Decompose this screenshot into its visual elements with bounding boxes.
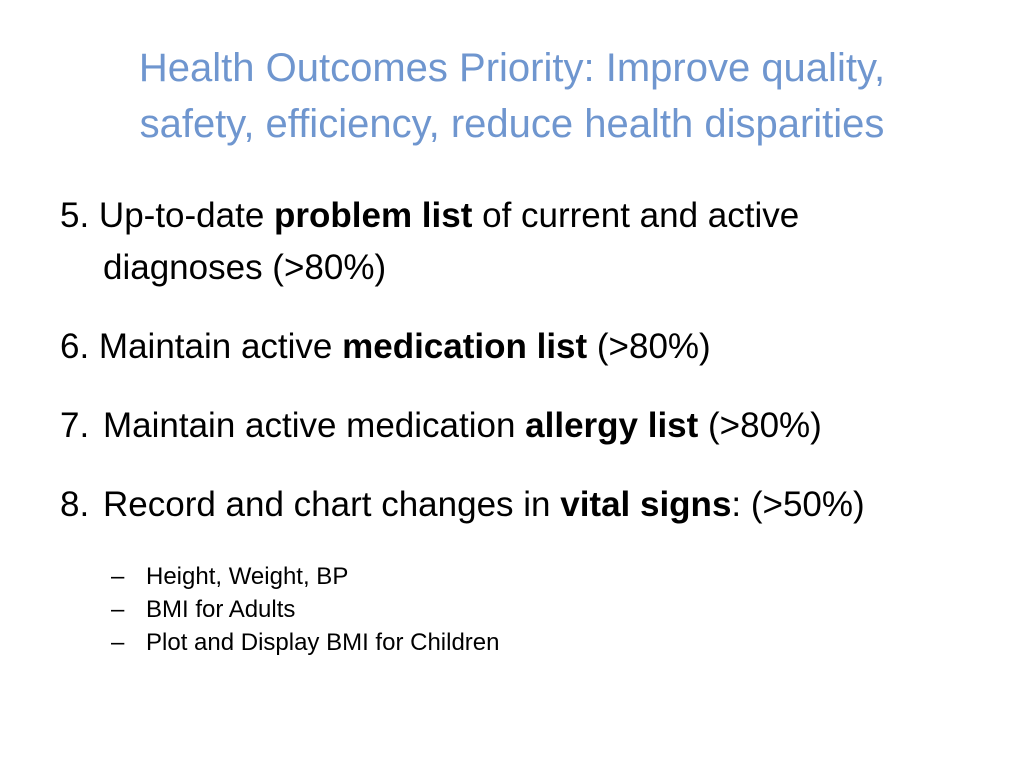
item-7-text-post: (>80%) bbox=[698, 406, 822, 445]
slide-title: Health Outcomes Priority: Improve qualit… bbox=[40, 40, 984, 152]
sub-item-height-weight-bp: – Height, Weight, BP bbox=[111, 560, 499, 593]
item-5-text-bold: problem list bbox=[274, 196, 473, 235]
vital-signs-sublist: – Height, Weight, BP – BMI for Adults – … bbox=[111, 560, 499, 659]
dash-bullet: – bbox=[111, 563, 125, 590]
list-item-6: 6. Maintain active medication list (>80%… bbox=[60, 321, 990, 373]
item-8-number: 8. bbox=[60, 485, 90, 524]
item-5-continuation: diagnoses (>80%) bbox=[103, 248, 387, 287]
item-7-text-bold: allergy list bbox=[525, 406, 699, 445]
title-line-1: Health Outcomes Priority: Improve qualit… bbox=[138, 46, 886, 90]
sub-item-text: Plot and Display BMI for Children bbox=[146, 629, 500, 656]
sub-item-text: BMI for Adults bbox=[146, 596, 296, 623]
title-line-2: safety, efficiency, reduce health dispar… bbox=[139, 102, 885, 146]
dash-bullet: – bbox=[111, 596, 125, 623]
sub-item-text: Height, Weight, BP bbox=[146, 563, 349, 590]
item-8-text-bold: vital signs bbox=[560, 485, 732, 524]
sub-item-bmi-adults: – BMI for Adults bbox=[111, 593, 499, 626]
item-6-number: 6. bbox=[60, 327, 90, 366]
sub-item-bmi-children: – Plot and Display BMI for Children bbox=[111, 626, 499, 659]
item-7-number: 7. bbox=[60, 406, 90, 445]
dash-bullet: – bbox=[111, 629, 125, 656]
item-7-line-1: Maintain active medication allergy list … bbox=[103, 400, 990, 452]
item-6-text-bold: medication list bbox=[342, 327, 588, 366]
item-6-line-1: 6. Maintain active medication list (>80%… bbox=[60, 321, 990, 373]
item-6-text-post: (>80%) bbox=[587, 327, 711, 366]
list-item-8: 8. Record and chart changes in vital sig… bbox=[60, 479, 990, 531]
list-item-5: 5. Up-to-date problem list of current an… bbox=[60, 190, 990, 294]
item-5-text-post: of current and active bbox=[472, 196, 800, 235]
item-8-text-post: : (>50%) bbox=[731, 485, 865, 524]
item-5-text-pre: Up-to-date bbox=[89, 196, 275, 235]
item-8-line-1: Record and chart changes in vital signs:… bbox=[103, 479, 990, 531]
list-item-7: 7. Maintain active medication allergy li… bbox=[60, 400, 990, 452]
slide-body: 5. Up-to-date problem list of current an… bbox=[60, 190, 990, 558]
item-8-text-pre: Record and chart changes in bbox=[103, 485, 561, 524]
item-5-line-1: 5. Up-to-date problem list of current an… bbox=[60, 190, 990, 242]
item-7-text-pre: Maintain active medication bbox=[103, 406, 526, 445]
item-5-number: 5. bbox=[60, 196, 90, 235]
item-6-text-pre: Maintain active bbox=[89, 327, 343, 366]
